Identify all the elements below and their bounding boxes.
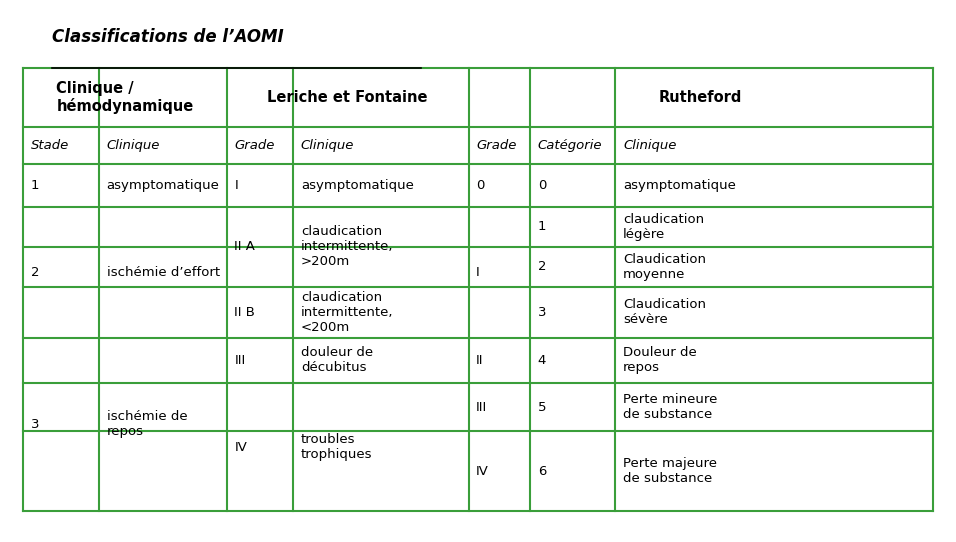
- Text: claudication
légère: claudication légère: [623, 213, 705, 241]
- Text: Claudication
moyenne: Claudication moyenne: [623, 253, 706, 281]
- Text: 3: 3: [31, 418, 39, 431]
- Text: Douleur de
repos: Douleur de repos: [623, 346, 697, 375]
- Text: Grade: Grade: [476, 139, 516, 152]
- Text: asymptomatique: asymptomatique: [623, 179, 736, 192]
- Text: II B: II B: [234, 306, 255, 319]
- Text: asymptomatique: asymptomatique: [301, 179, 414, 192]
- Text: 2: 2: [537, 261, 546, 274]
- Text: ischémie de
repos: ischémie de repos: [106, 410, 187, 438]
- Text: IV: IV: [234, 441, 248, 454]
- Text: Leriche et Fontaine: Leriche et Fontaine: [268, 90, 428, 105]
- Text: 6: 6: [537, 464, 546, 478]
- Text: asymptomatique: asymptomatique: [106, 179, 219, 192]
- Text: troubles
trophiques: troubles trophiques: [301, 433, 372, 461]
- Text: Perte mineure
de substance: Perte mineure de substance: [623, 393, 717, 421]
- Text: 2: 2: [31, 266, 39, 279]
- Text: Clinique: Clinique: [301, 139, 354, 152]
- Text: 4: 4: [537, 354, 546, 367]
- Text: III: III: [234, 354, 246, 367]
- Text: Clinique: Clinique: [106, 139, 160, 152]
- Text: 0: 0: [476, 179, 485, 192]
- Text: I: I: [476, 266, 480, 279]
- Text: Classifications de l’AOMI: Classifications de l’AOMI: [52, 28, 283, 46]
- Text: Claudication
sévère: Claudication sévère: [623, 298, 706, 326]
- Text: douleur de
décubitus: douleur de décubitus: [301, 346, 373, 375]
- Text: claudication
intermittente,
>200m: claudication intermittente, >200m: [301, 225, 393, 268]
- Text: 1: 1: [537, 221, 546, 234]
- Text: I: I: [234, 179, 238, 192]
- Text: II A: II A: [234, 241, 255, 254]
- Text: Clinique: Clinique: [623, 139, 676, 152]
- Text: Clinique /
hémodynamique: Clinique / hémodynamique: [56, 81, 194, 114]
- Text: Perte majeure
de substance: Perte majeure de substance: [623, 457, 717, 485]
- Text: ischémie d’effort: ischémie d’effort: [106, 266, 220, 279]
- Text: Rutheford: Rutheford: [659, 90, 743, 105]
- Text: III: III: [476, 401, 488, 414]
- Text: Catégorie: Catégorie: [537, 139, 602, 152]
- Text: 3: 3: [537, 306, 546, 319]
- Text: claudication
intermittente,
<200m: claudication intermittente, <200m: [301, 291, 393, 334]
- Text: Grade: Grade: [234, 139, 274, 152]
- Text: 1: 1: [31, 179, 39, 192]
- Text: IV: IV: [476, 464, 489, 478]
- Text: Stade: Stade: [31, 139, 69, 152]
- Text: II: II: [476, 354, 484, 367]
- Text: 0: 0: [537, 179, 546, 192]
- Text: 5: 5: [537, 401, 546, 414]
